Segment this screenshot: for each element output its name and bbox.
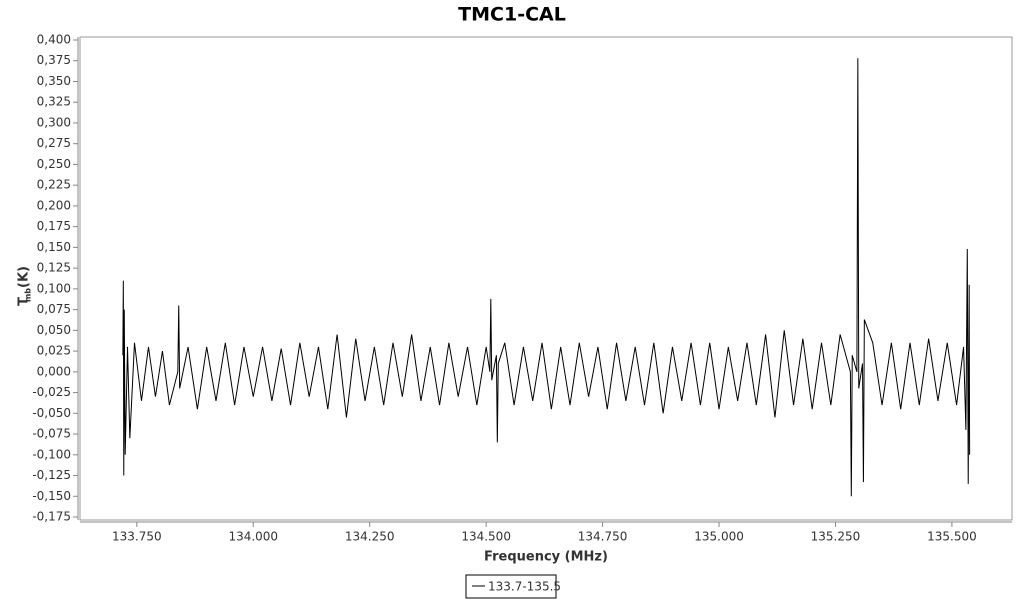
y-tick-label: 0,175 <box>37 219 71 233</box>
y-tick-label: -0,050 <box>32 406 71 420</box>
y-tick-label: -0,175 <box>32 510 71 524</box>
x-tick-label: 135.000 <box>694 530 744 544</box>
y-tick-label: 0,225 <box>37 178 71 192</box>
y-tick-label: 0,250 <box>37 157 71 171</box>
y-tick-label: 0,150 <box>37 240 71 254</box>
x-tick-label: 134.750 <box>578 530 628 544</box>
chart-title: TMC1-CAL <box>458 4 566 26</box>
y-tick-label: 0,000 <box>37 364 71 378</box>
y-tick-label: 0,100 <box>37 281 71 295</box>
y-tick-label: -0,075 <box>32 427 71 441</box>
y-tick-label: -0,150 <box>32 489 71 503</box>
y-tick-label: 0,275 <box>37 136 71 150</box>
x-tick-label: 135.250 <box>811 530 861 544</box>
y-tick-label: 0,375 <box>37 53 71 67</box>
y-tick-label: 0,200 <box>37 198 71 212</box>
y-tick-label: 0,025 <box>37 344 71 358</box>
y-label-main: T <box>17 297 32 306</box>
x-tick-label: 134.000 <box>228 530 278 544</box>
y-tick-label: 0,050 <box>37 323 71 337</box>
y-tick-label: -0,100 <box>32 447 71 461</box>
x-tick-label: 134.500 <box>461 530 511 544</box>
x-tick-label: 134.250 <box>345 530 395 544</box>
y-tick-label: 0,400 <box>37 32 71 46</box>
y-tick-label: 0,350 <box>37 74 71 88</box>
y-tick-label: 0,075 <box>37 302 71 316</box>
y-tick-label: 0,125 <box>37 261 71 275</box>
legend <box>465 574 557 599</box>
x-tick-label: 133.750 <box>112 530 162 544</box>
x-tick-label: 135.500 <box>927 530 977 544</box>
plot-area <box>79 36 1013 521</box>
spectrum-line <box>122 58 971 497</box>
legend-label: 133.7-135.5 <box>488 580 561 594</box>
y-tick-label: 0,300 <box>37 115 71 129</box>
y-label-sub: mb <box>24 288 33 302</box>
x-axis-label: Frequency (MHz) <box>484 550 608 565</box>
y-label-unit: (K) <box>17 266 32 288</box>
y-tick-label: 0,325 <box>37 95 71 109</box>
y-tick-label: -0,025 <box>32 385 71 399</box>
y-tick-label: -0,125 <box>32 468 71 482</box>
y-axis-label: T mb (K) <box>17 266 33 306</box>
